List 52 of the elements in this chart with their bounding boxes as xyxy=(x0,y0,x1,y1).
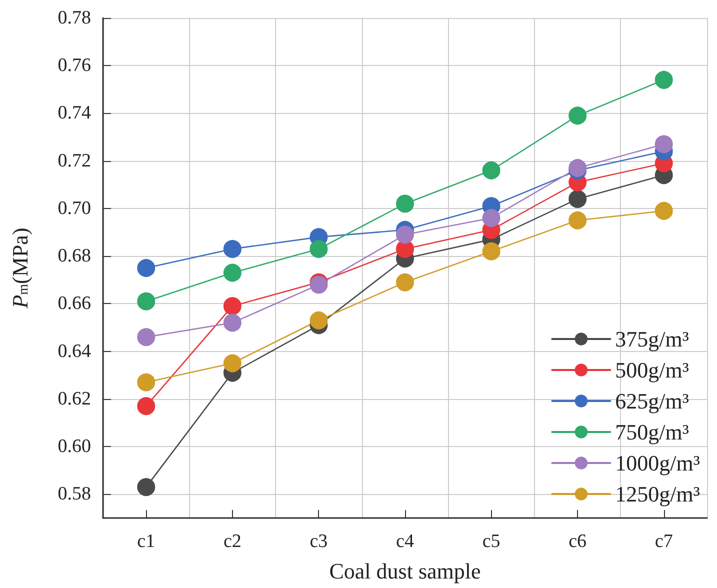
legend-label: 625g/m³ xyxy=(615,388,690,414)
y-tick-label: 0.58 xyxy=(58,484,91,505)
x-axis-title: Coal dust sample xyxy=(329,558,481,584)
point xyxy=(482,242,500,260)
point xyxy=(396,273,414,292)
y-tick-label: 0.64 xyxy=(58,340,92,362)
point xyxy=(137,328,156,346)
y-tick-label: 0.78 xyxy=(58,8,91,28)
y-tick-label: 0.76 xyxy=(58,55,91,76)
point xyxy=(654,135,673,154)
point xyxy=(482,161,500,180)
point xyxy=(568,106,587,125)
point xyxy=(396,194,414,213)
x-tick-label: c4 xyxy=(396,531,414,552)
point xyxy=(482,209,500,227)
y-axis-title: Pm(MPa) xyxy=(8,228,32,310)
point xyxy=(310,311,328,330)
x-tick-label: c2 xyxy=(223,531,242,552)
point xyxy=(654,70,673,89)
y-tick-label: 0.74 xyxy=(58,102,92,124)
point xyxy=(223,314,242,332)
point xyxy=(223,297,242,316)
y-tick-label: 0.60 xyxy=(58,436,91,458)
point xyxy=(137,292,156,310)
y-tick-label: 0.68 xyxy=(58,246,91,267)
point xyxy=(396,240,414,258)
legend-label: 1000g/m³ xyxy=(615,450,700,476)
y-tick-label: 0.72 xyxy=(58,150,91,172)
point xyxy=(223,354,242,372)
y-tick-label: 0.66 xyxy=(58,293,91,314)
point xyxy=(137,478,156,496)
point xyxy=(568,190,587,208)
point xyxy=(396,226,414,244)
x-tick-label: c3 xyxy=(310,531,328,552)
y-tick-label: 0.62 xyxy=(58,388,91,410)
legend-label: 500g/m³ xyxy=(615,358,690,382)
point xyxy=(223,240,242,258)
point xyxy=(137,397,156,416)
legend-label: 1250g/m³ xyxy=(615,482,700,506)
x-tick-label: c5 xyxy=(482,531,500,552)
legend-label: 375g/m³ xyxy=(615,326,690,352)
legend-label: 750g/m³ xyxy=(615,420,690,444)
point xyxy=(137,259,156,277)
point xyxy=(654,202,673,220)
point xyxy=(568,211,587,230)
x-tick-label: c7 xyxy=(654,531,673,552)
y-tick-label: 0.70 xyxy=(58,198,91,219)
point xyxy=(310,240,328,258)
point xyxy=(137,373,156,392)
x-tick-label: c6 xyxy=(568,531,587,552)
x-tick-label: c1 xyxy=(137,531,156,552)
point xyxy=(223,264,242,282)
